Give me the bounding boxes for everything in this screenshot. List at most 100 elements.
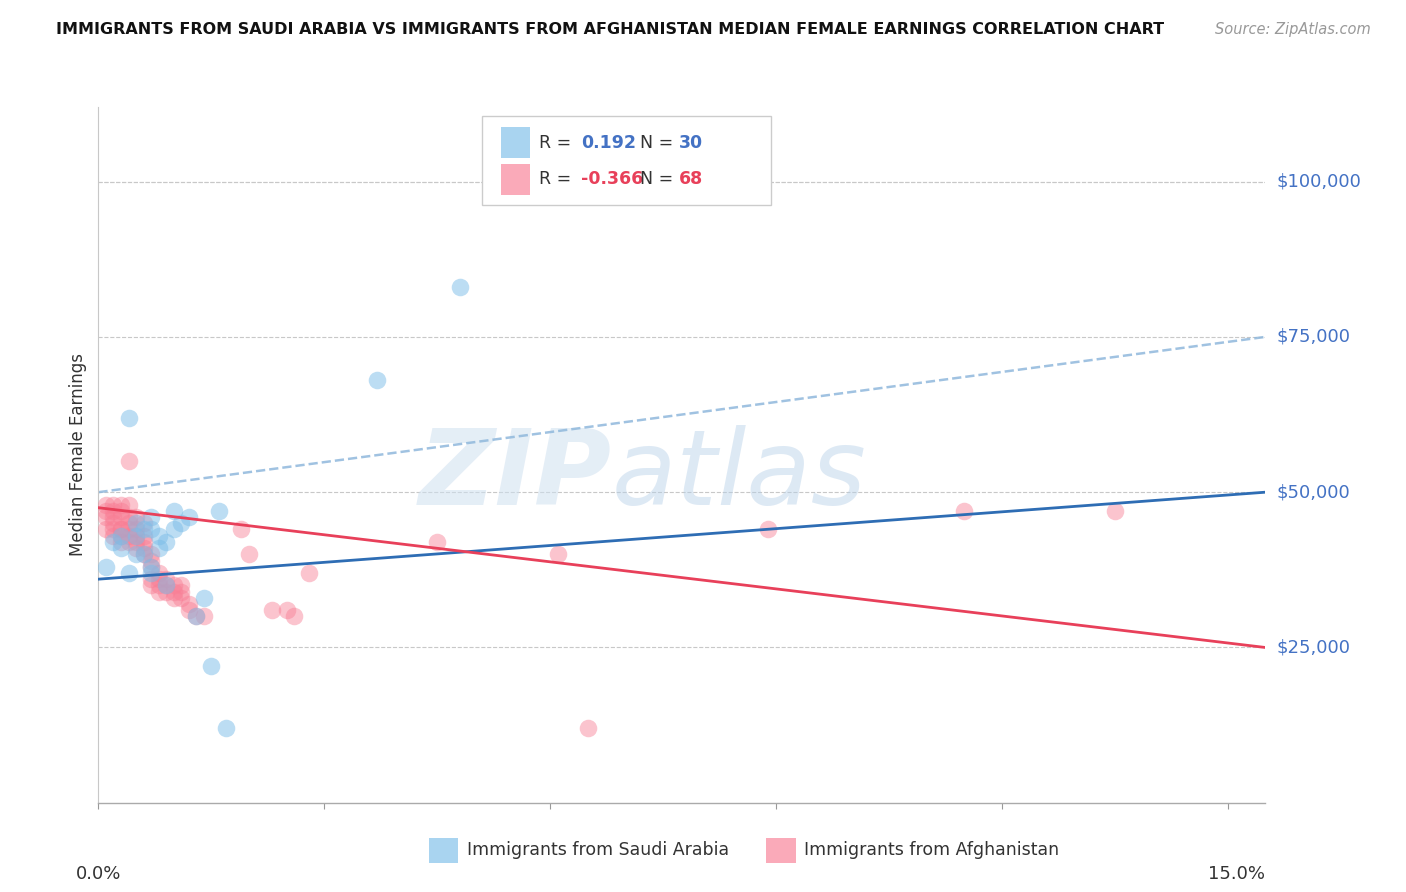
- Point: [125, 510, 148, 524]
- Point: [110, 523, 132, 537]
- Point: [163, 591, 186, 605]
- Point: [103, 529, 125, 543]
- Point: [103, 523, 125, 537]
- Point: [148, 529, 170, 543]
- Text: 0.0%: 0.0%: [76, 865, 121, 883]
- Text: atlas: atlas: [612, 425, 866, 527]
- Point: [186, 609, 208, 624]
- Point: [94, 510, 117, 524]
- Point: [155, 578, 177, 592]
- Point: [94, 504, 117, 518]
- Point: [177, 603, 200, 617]
- Point: [163, 578, 186, 592]
- Point: [139, 510, 162, 524]
- Text: $50,000: $50,000: [1277, 483, 1350, 501]
- Point: [94, 498, 117, 512]
- Point: [208, 504, 231, 518]
- Point: [103, 504, 125, 518]
- Point: [139, 578, 162, 592]
- Point: [103, 510, 125, 524]
- Point: [132, 541, 155, 555]
- Point: [139, 559, 162, 574]
- Point: [103, 516, 125, 531]
- Point: [170, 516, 193, 531]
- Point: [117, 516, 139, 531]
- Point: [283, 609, 305, 624]
- Point: [117, 566, 139, 580]
- Point: [231, 523, 253, 537]
- Point: [117, 529, 139, 543]
- Point: [366, 373, 388, 387]
- Point: [94, 559, 117, 574]
- Point: [103, 498, 125, 512]
- Point: [139, 523, 162, 537]
- Point: [163, 504, 186, 518]
- Point: [117, 498, 139, 512]
- Text: $100,000: $100,000: [1277, 172, 1361, 191]
- Y-axis label: Median Female Earnings: Median Female Earnings: [69, 353, 87, 557]
- Point: [155, 534, 177, 549]
- Text: 30: 30: [679, 134, 703, 152]
- Text: Immigrants from Afghanistan: Immigrants from Afghanistan: [804, 841, 1059, 859]
- Point: [110, 523, 132, 537]
- Point: [132, 523, 155, 537]
- Text: -0.366: -0.366: [581, 170, 643, 188]
- Point: [449, 280, 471, 294]
- Point: [238, 547, 260, 561]
- Point: [117, 510, 139, 524]
- Point: [125, 541, 148, 555]
- Point: [298, 566, 321, 580]
- Point: [125, 523, 148, 537]
- Point: [110, 504, 132, 518]
- Point: [576, 721, 599, 735]
- Text: Source: ZipAtlas.com: Source: ZipAtlas.com: [1215, 22, 1371, 37]
- Text: N =: N =: [640, 170, 679, 188]
- Point: [200, 659, 222, 673]
- Point: [139, 566, 162, 580]
- Text: $25,000: $25,000: [1277, 639, 1351, 657]
- Point: [170, 591, 193, 605]
- Point: [125, 547, 148, 561]
- Text: R =: R =: [538, 134, 582, 152]
- Point: [758, 523, 780, 537]
- Text: IMMIGRANTS FROM SAUDI ARABIA VS IMMIGRANTS FROM AFGHANISTAN MEDIAN FEMALE EARNIN: IMMIGRANTS FROM SAUDI ARABIA VS IMMIGRAN…: [56, 22, 1164, 37]
- Point: [547, 547, 569, 561]
- Point: [110, 529, 132, 543]
- Point: [110, 541, 132, 555]
- Point: [117, 534, 139, 549]
- Text: ZIP: ZIP: [419, 425, 612, 527]
- Text: R =: R =: [538, 170, 582, 188]
- Point: [132, 516, 155, 531]
- Point: [110, 498, 132, 512]
- Point: [177, 597, 200, 611]
- Text: Immigrants from Saudi Arabia: Immigrants from Saudi Arabia: [467, 841, 728, 859]
- Point: [139, 553, 162, 567]
- Point: [426, 534, 449, 549]
- Text: $75,000: $75,000: [1277, 328, 1351, 346]
- Text: 68: 68: [679, 170, 703, 188]
- Point: [186, 609, 208, 624]
- Point: [193, 591, 215, 605]
- Point: [117, 454, 139, 468]
- Point: [117, 410, 139, 425]
- Text: N =: N =: [640, 134, 679, 152]
- Point: [132, 547, 155, 561]
- Point: [215, 721, 238, 735]
- Point: [139, 559, 162, 574]
- Text: 15.0%: 15.0%: [1208, 865, 1265, 883]
- Text: 0.192: 0.192: [581, 134, 636, 152]
- Point: [148, 572, 170, 586]
- Point: [193, 609, 215, 624]
- Point: [1104, 504, 1126, 518]
- Point: [132, 534, 155, 549]
- Point: [953, 504, 976, 518]
- Point: [132, 529, 155, 543]
- Point: [110, 534, 132, 549]
- Point: [148, 566, 170, 580]
- Point: [163, 584, 186, 599]
- Point: [170, 578, 193, 592]
- Point: [155, 584, 177, 599]
- Point: [148, 578, 170, 592]
- Point: [276, 603, 298, 617]
- Point: [110, 510, 132, 524]
